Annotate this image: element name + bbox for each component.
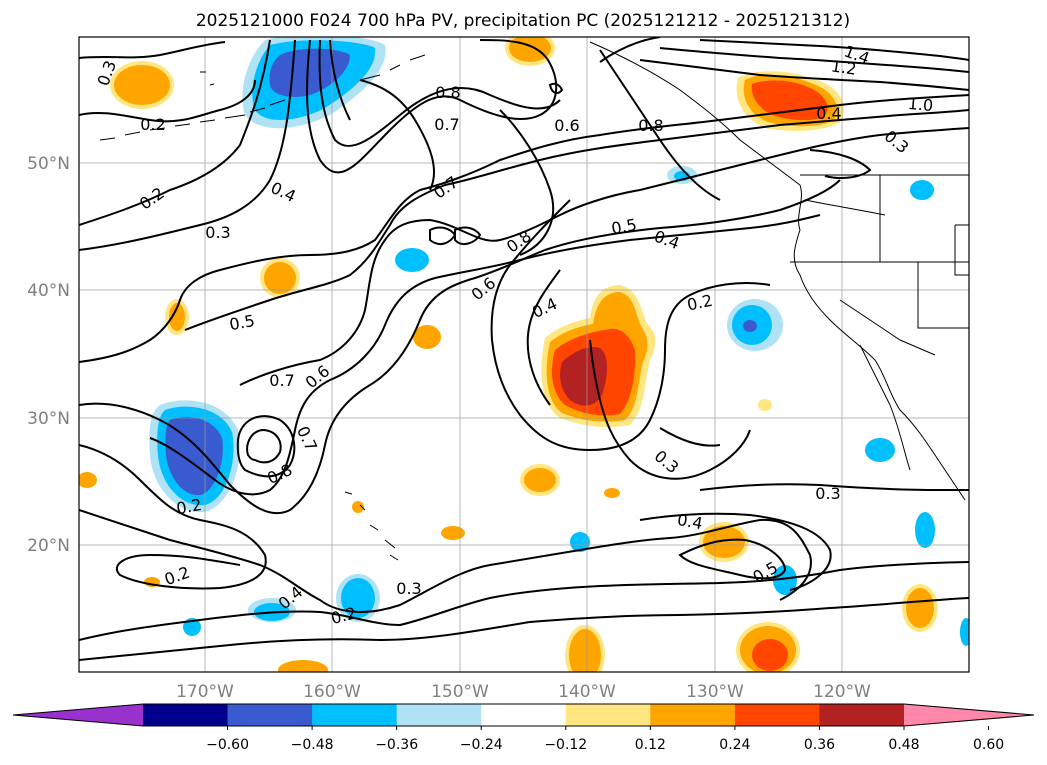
precip-positive-region — [441, 526, 465, 540]
pv-label: 0.3 — [205, 223, 230, 242]
pv-label: 0.5 — [228, 311, 256, 334]
precip-negative-region — [269, 48, 350, 97]
map-frame — [78, 36, 970, 673]
precip-negative-region — [570, 532, 590, 552]
lat-label: 30°N — [27, 409, 70, 429]
colorbar-tick-label: 0.24 — [719, 737, 750, 753]
pv-label: 0.6 — [554, 116, 579, 135]
precip-positive-region — [560, 347, 607, 406]
precip-negative-region — [910, 180, 934, 200]
precip-negative-region — [341, 578, 375, 618]
pv-label: 0.3 — [815, 484, 840, 503]
colorbar-tick-label: −0.48 — [291, 737, 334, 753]
colorbar-tick-label: 0.48 — [888, 737, 919, 753]
colorbar-tick-label: −0.24 — [460, 737, 503, 753]
colorbar-swatch — [565, 704, 651, 726]
precipitation-shading — [79, 37, 969, 672]
pv-label: 0.4 — [676, 510, 704, 533]
colorbar-tick-label: 0.12 — [635, 737, 666, 753]
pv-label: 0.8 — [638, 116, 663, 135]
pv-label: 0.2 — [175, 495, 203, 518]
precip-positive-region — [79, 472, 97, 488]
precip-negative-region — [915, 512, 935, 548]
colorbar-swatch — [481, 704, 567, 726]
colorbar-tick-label: −0.12 — [544, 737, 587, 753]
pv-label: 0.8 — [435, 83, 460, 102]
precip-positive-region — [278, 660, 328, 672]
coastline — [589, 41, 969, 501]
colorbar-swatch — [396, 704, 482, 726]
precip-positive-region — [906, 588, 934, 628]
pv-label: 1.2 — [830, 56, 858, 78]
pv-label: 1.0 — [907, 94, 934, 115]
latitude-labels: 50°N 40°N 30°N 20°N — [27, 154, 70, 556]
precip-positive-region — [509, 37, 551, 62]
colorbar-ticks: −0.60 −0.48 −0.36 −0.24 −0.12 0.12 0.24 0.36 0.4… — [206, 726, 1004, 753]
pv-label: 0.7 — [269, 371, 294, 390]
aleutian-islands — [99, 54, 426, 141]
precip-positive-region — [604, 488, 620, 498]
pv-label: 0.2 — [140, 115, 165, 134]
precip-negative-region — [743, 320, 757, 332]
precip-positive-region — [752, 639, 788, 671]
figure-title: 2025121000 F024 700 hPa PV, precipitatio… — [196, 11, 850, 31]
precip-positive-region — [264, 262, 296, 294]
lon-label: 120°W — [813, 682, 871, 702]
longitude-labels: 170°W 160°W 150°W 140°W 130°W 120°W — [176, 682, 871, 702]
hawaiian-islands — [344, 491, 399, 561]
colorbar-tick-label: 0.36 — [804, 737, 835, 753]
map-panel: 0.3 0.2 0.8 0.7 0.6 0.8 1.4 1.2 1.0 0.4 … — [78, 36, 970, 673]
map-background — [79, 37, 969, 672]
graticule — [79, 37, 969, 672]
colorbar-swatch — [650, 704, 736, 726]
lon-label: 160°W — [303, 682, 361, 702]
precip-negative-region — [865, 438, 895, 462]
colorbar — [12, 703, 1035, 727]
precip-positive-region — [751, 80, 828, 121]
lat-label: 40°N — [27, 281, 70, 301]
colorbar-extend-high — [904, 704, 1034, 726]
colorbar-swatch — [734, 704, 820, 726]
precip-positive-region — [352, 501, 364, 513]
lon-label: 130°W — [686, 682, 744, 702]
colorbar-tick-label: −0.36 — [375, 737, 418, 753]
colorbar-swatch — [227, 704, 313, 726]
precip-positive-region — [524, 468, 556, 492]
precip-positive-region — [758, 399, 772, 411]
precip-positive-region — [114, 65, 170, 105]
lon-label: 170°W — [176, 682, 234, 702]
lon-label: 140°W — [558, 682, 616, 702]
colorbar-swatch — [819, 704, 905, 726]
colorbar-swatch — [143, 704, 229, 726]
precip-negative-region — [960, 618, 969, 646]
colorbar-outline — [12, 703, 1035, 727]
precip-positive-region — [169, 303, 185, 331]
precip-positive-region — [703, 526, 745, 558]
colorbar-tick-label: 0.60 — [973, 737, 1004, 753]
precip-positive-region — [569, 629, 601, 672]
pv-label: 0.2 — [685, 291, 714, 315]
precip-positive-region — [413, 325, 441, 349]
map-content: 0.3 0.2 0.8 0.7 0.6 0.8 1.4 1.2 1.0 0.4 … — [79, 37, 969, 672]
pv-label: 0.3 — [396, 579, 421, 598]
lon-label: 150°W — [431, 682, 489, 702]
precip-negative-region — [395, 248, 429, 272]
colorbar-swatch — [312, 704, 398, 726]
colorbar-tick-label: −0.60 — [206, 737, 249, 753]
pv-label: 0.7 — [434, 115, 459, 134]
pv-label: 0.4 — [816, 104, 841, 123]
pv-label: 0.5 — [610, 215, 638, 238]
pv-contours — [79, 37, 969, 661]
precip-negative-region — [773, 565, 797, 595]
colorbar-extend-low — [13, 704, 143, 726]
lat-label: 50°N — [27, 154, 70, 174]
lat-label: 20°N — [27, 536, 70, 556]
